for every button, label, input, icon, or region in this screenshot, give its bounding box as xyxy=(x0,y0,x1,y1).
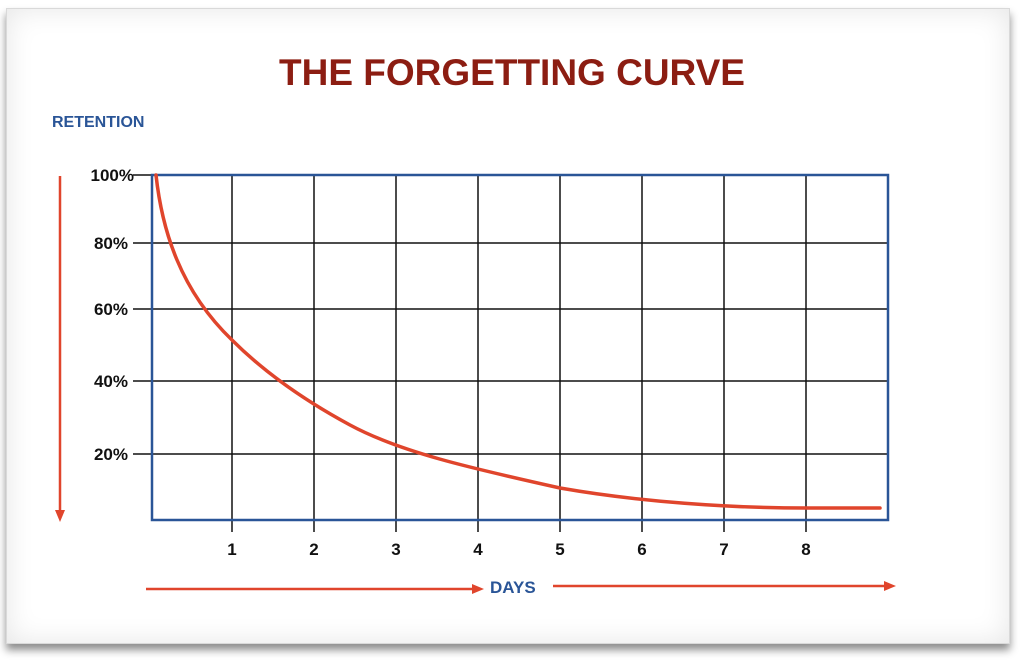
slide-frame xyxy=(6,8,1010,644)
days-arrow-left-icon xyxy=(146,584,484,594)
x-tick-8: 8 xyxy=(801,540,811,559)
x-tick-3: 3 xyxy=(391,540,401,559)
y-tick-80: 80% xyxy=(93,234,128,253)
retention-down-arrow-icon xyxy=(55,176,65,522)
chart-title: THE FORGETTING CURVE xyxy=(279,52,745,93)
y-tick-100: 100% xyxy=(90,166,134,185)
y-tick-60: 60% xyxy=(93,300,128,319)
y-tick-20: 20% xyxy=(93,445,128,464)
x-tick-4: 4 xyxy=(473,540,483,559)
forgetting-curve xyxy=(154,173,882,510)
days-arrow-right-icon xyxy=(553,581,896,591)
plot-border xyxy=(150,173,890,522)
y-tick-40: 40% xyxy=(93,372,128,391)
x-tick-5: 5 xyxy=(555,540,565,559)
y-axis-label: RETENTION xyxy=(52,114,145,131)
x-tick-7: 7 xyxy=(719,540,729,559)
x-axis-label: DAYS xyxy=(490,578,536,597)
x-tick-6: 6 xyxy=(637,540,647,559)
x-tick-2: 2 xyxy=(309,540,319,559)
x-tick-1: 1 xyxy=(227,540,237,559)
